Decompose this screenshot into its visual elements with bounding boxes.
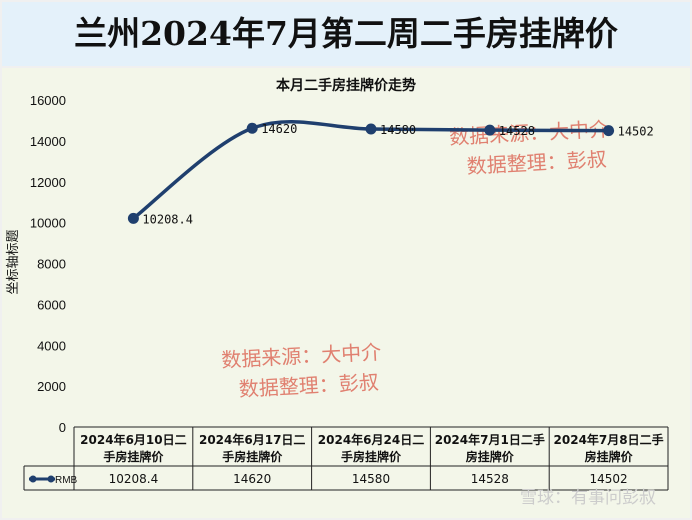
legend-marker [29,475,37,483]
chart-area [2,68,690,518]
data-label: 14502 [618,125,654,139]
y-tick-label: 4000 [37,338,66,353]
data-point [603,125,615,137]
table-header-line: 2024年6月17日二 [199,432,305,447]
page-title: 兰州2024年7月第二周二手房挂牌价 [74,14,618,53]
data-point [246,122,258,134]
y-axis-title: 坐标轴标题 [6,229,21,294]
table-header-line: 手房挂牌价 [103,449,164,464]
table-cell: 14580 [352,472,390,486]
data-label: 10208.4 [142,212,193,226]
y-tick-label: 8000 [37,257,66,272]
table-header-line: 房挂牌价 [466,449,515,464]
y-tick-label: 6000 [37,297,66,312]
title-banner: 兰州2024年7月第二周二手房挂牌价 [2,2,690,66]
y-tick-label: 16000 [30,93,66,108]
y-tick-label: 0 [59,420,66,435]
watermark-footer: 雪球：有事问彭叔 [520,488,656,508]
legend-marker [47,475,55,483]
table-cell: 14528 [471,472,509,486]
table-cell: 14620 [233,472,271,486]
y-tick-label: 10000 [30,216,66,231]
data-label: 14580 [380,123,416,137]
table-header-line: 手房挂牌价 [341,449,402,464]
watermark-editor-middle: 数据整理：彭叔 [238,370,379,401]
table-header-line: 2024年6月10日二 [80,432,186,447]
y-tick-label: 2000 [37,379,66,394]
watermark-editor-upper: 数据整理：彭叔 [466,147,607,178]
table-header-line: 2024年7月1日二手 [435,432,545,447]
y-tick-label: 12000 [30,175,66,190]
legend-label-rmb: RMB [55,475,78,486]
data-label: 14620 [261,122,297,136]
table-header-line: 房挂牌价 [585,449,634,464]
data-point [127,212,139,224]
watermark-source-middle: 数据来源：大中介 [221,340,382,372]
data-label: 14528 [499,124,535,138]
data-point [484,124,496,136]
table-header-line: 手房挂牌价 [222,449,283,464]
chart-title: 本月二手房挂牌价走势 [276,77,416,94]
table-header-line: 2024年7月8日二手 [554,432,664,447]
y-tick-label: 14000 [30,134,66,149]
table-cell: 10208.4 [109,472,159,486]
table-cell: 14502 [590,472,628,486]
table-header-line: 2024年6月24日二 [318,432,424,447]
data-point [365,123,377,135]
